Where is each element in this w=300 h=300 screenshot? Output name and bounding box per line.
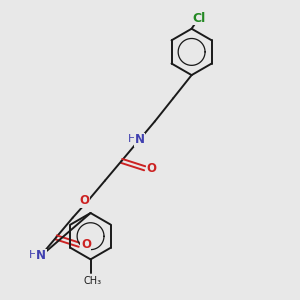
Text: O: O	[146, 162, 156, 175]
Text: H: H	[29, 250, 37, 260]
Text: N: N	[36, 249, 46, 262]
Text: O: O	[79, 194, 89, 207]
Text: H: H	[128, 134, 136, 144]
Text: O: O	[81, 238, 91, 251]
Text: CH₃: CH₃	[84, 276, 102, 286]
Text: Cl: Cl	[192, 11, 206, 25]
Text: N: N	[135, 133, 145, 146]
